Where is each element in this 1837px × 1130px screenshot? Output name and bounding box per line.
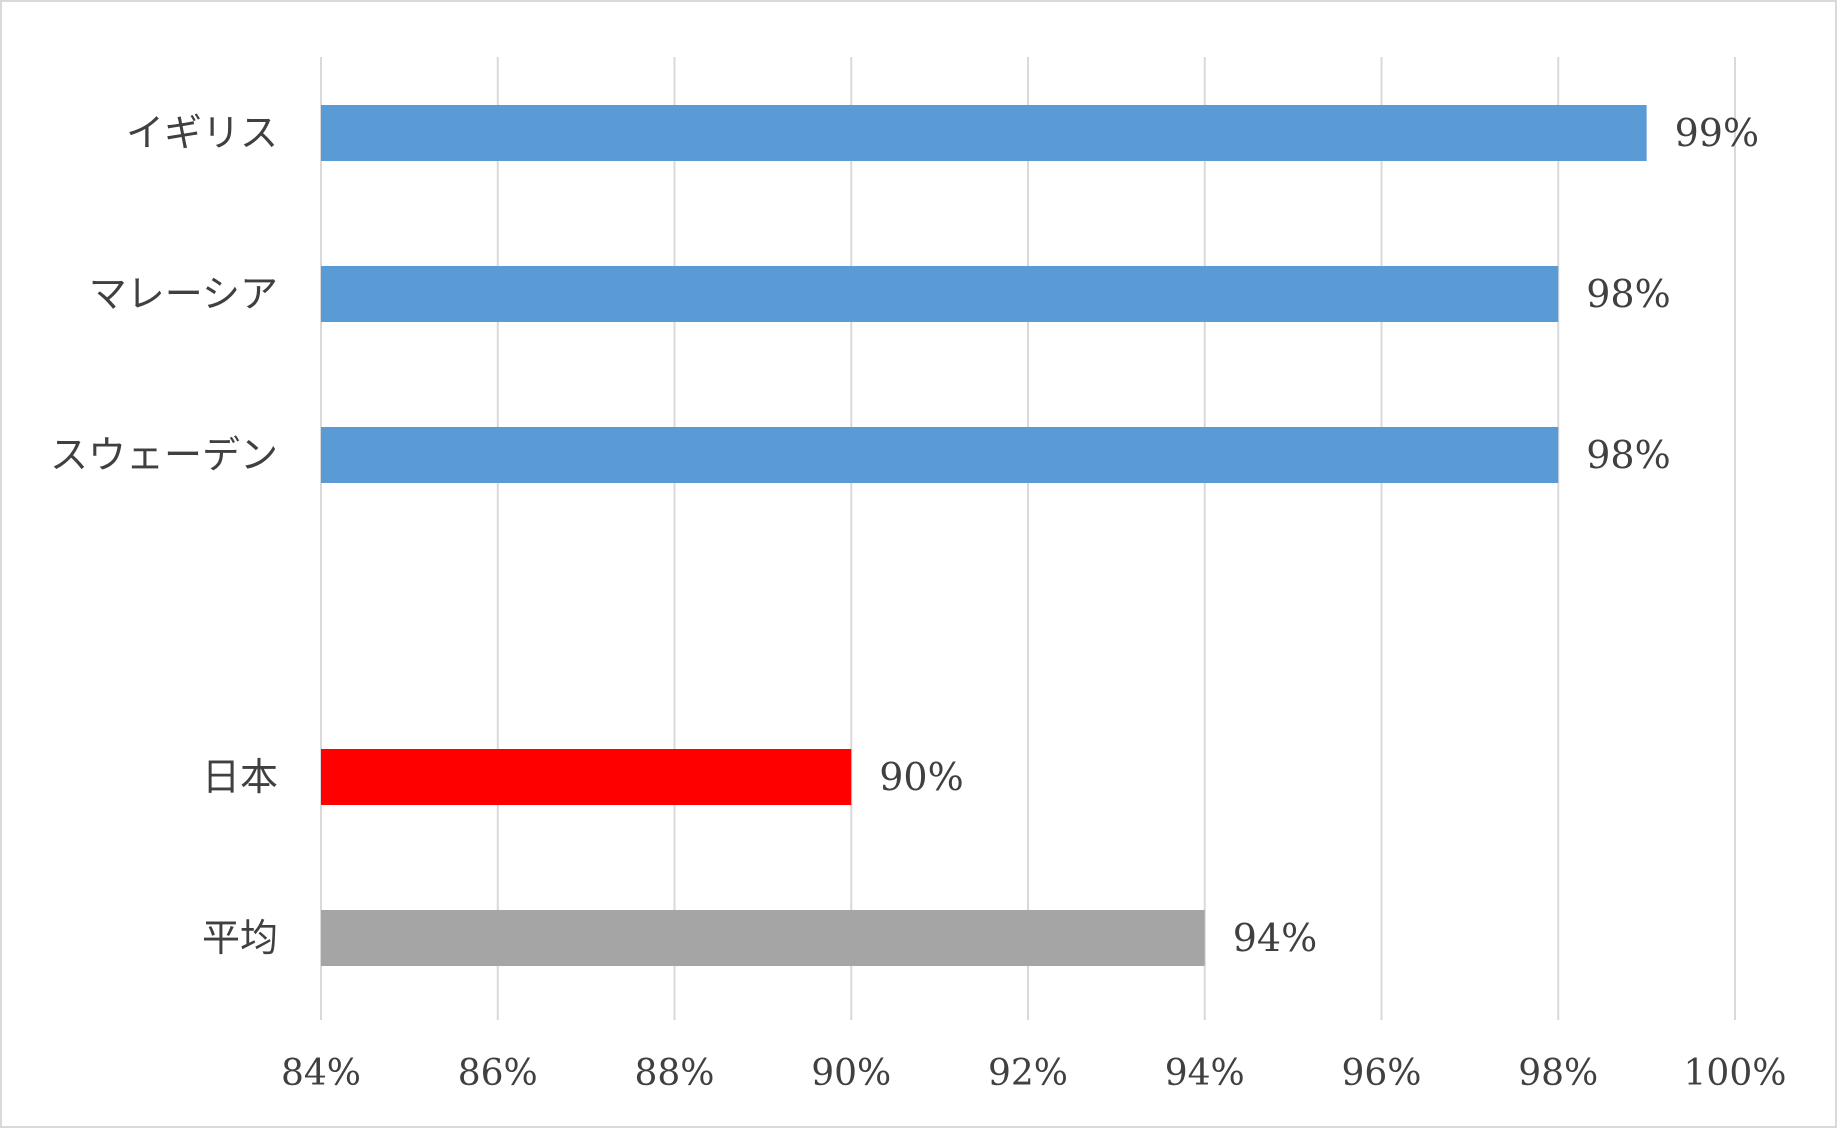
x-tick-label: 98%: [1518, 1053, 1598, 1094]
x-axis-tick-labels: 84% 86% 88% 90% 92% 94% 96% 98% 100%: [281, 1053, 1786, 1094]
bar: [321, 749, 852, 805]
bar: [321, 266, 1559, 322]
data-labels: 99% 98% 98% 90% 94%: [879, 111, 1759, 960]
data-label: 94%: [1233, 916, 1317, 960]
x-tick-label: 90%: [811, 1053, 891, 1094]
x-tick-label: 84%: [281, 1053, 361, 1094]
x-tick-label: 100%: [1684, 1053, 1787, 1094]
category-label: 日本: [202, 755, 278, 799]
x-tick-label: 92%: [988, 1053, 1068, 1094]
x-tick-label: 88%: [634, 1053, 714, 1094]
category-label: スウェーデン: [50, 433, 278, 477]
bar: [321, 105, 1647, 161]
bar: [321, 427, 1559, 483]
data-label: 98%: [1586, 272, 1670, 316]
category-label: マレーシア: [89, 272, 278, 316]
category-label: イギリス: [126, 111, 278, 155]
x-tick-label: 96%: [1341, 1053, 1421, 1094]
data-label: 90%: [879, 755, 963, 799]
bars: [321, 105, 1647, 966]
bar: [321, 910, 1205, 966]
x-tick-label: 94%: [1165, 1053, 1245, 1094]
gridlines: [320, 57, 1736, 1020]
category-label: 平均: [202, 916, 278, 960]
data-label: 99%: [1675, 111, 1759, 155]
data-label: 98%: [1586, 433, 1670, 477]
x-tick-label: 86%: [458, 1053, 538, 1094]
